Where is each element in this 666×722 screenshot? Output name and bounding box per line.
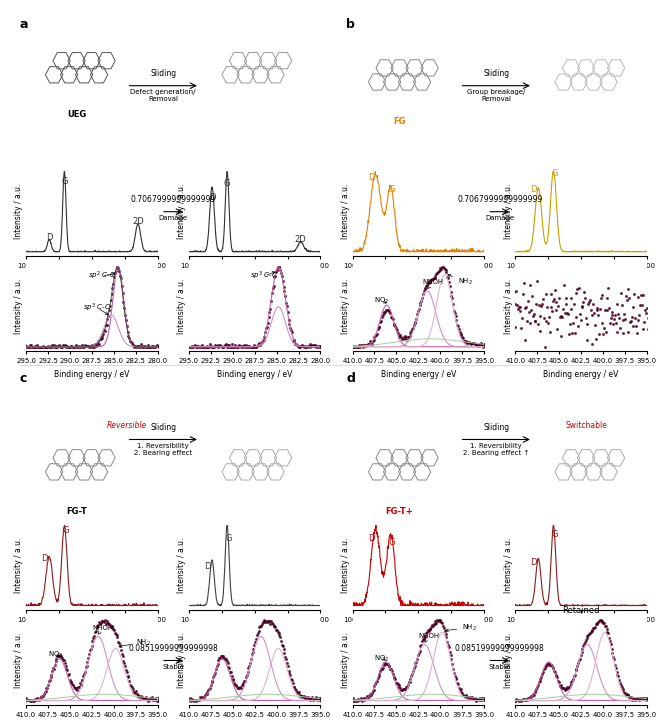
Y-axis label: Intensity / a.u.: Intensity / a.u. [341, 184, 350, 240]
Text: Retained: Retained [562, 606, 600, 614]
Text: G: G [389, 539, 395, 547]
Text: Stable: Stable [163, 664, 184, 670]
Text: 2D: 2D [132, 217, 144, 226]
X-axis label: Binding energy / eV: Binding energy / eV [381, 370, 456, 379]
Text: 0.08519999999999998: 0.08519999999999998 [455, 644, 545, 653]
Y-axis label: Intensity / a.u.: Intensity / a.u. [341, 279, 350, 334]
Text: Damage: Damage [159, 215, 188, 222]
Text: 0.08519999999999998: 0.08519999999999998 [129, 644, 218, 653]
Text: Sliding: Sliding [150, 423, 176, 432]
Text: $sp^3$ C-C: $sp^3$ C-C [250, 270, 278, 282]
Text: D: D [531, 559, 537, 567]
Y-axis label: Intensity / a.u.: Intensity / a.u. [177, 279, 186, 334]
Text: 0.7067999999999999: 0.7067999999999999 [131, 196, 216, 204]
Y-axis label: Intensity / a.u.: Intensity / a.u. [15, 632, 23, 688]
Text: $sp^3$ C-C: $sp^3$ C-C [83, 302, 111, 315]
Text: Stable: Stable [489, 664, 511, 670]
Text: Switchable: Switchable [565, 420, 607, 430]
Text: D: D [204, 562, 210, 572]
Text: G: G [551, 169, 558, 178]
Text: G: G [551, 531, 558, 539]
Text: D: D [368, 173, 374, 182]
Text: NHOH: NHOH [92, 625, 113, 634]
Text: b: b [346, 18, 355, 31]
X-axis label: Binding energy / eV: Binding energy / eV [543, 370, 619, 379]
Text: UEG: UEG [67, 110, 86, 119]
Text: G: G [225, 534, 232, 544]
X-axis label: Raman shift / cm$^{-1}$: Raman shift / cm$^{-1}$ [218, 629, 292, 641]
Text: G: G [224, 179, 230, 188]
Y-axis label: Intensity / a.u.: Intensity / a.u. [15, 279, 23, 334]
Y-axis label: Intensity / a.u.: Intensity / a.u. [503, 632, 513, 688]
Text: Sliding: Sliding [483, 423, 509, 432]
Text: $sp^2$ C-C: $sp^2$ C-C [88, 270, 116, 282]
Text: D: D [368, 534, 374, 544]
X-axis label: Raman shift / cm$^{-1}$: Raman shift / cm$^{-1}$ [55, 275, 129, 287]
X-axis label: Binding energy / eV: Binding energy / eV [55, 370, 130, 379]
Text: 1. Reversibility
2. Bearing effect ↑: 1. Reversibility 2. Bearing effect ↑ [463, 443, 529, 456]
Text: D: D [208, 193, 215, 201]
Y-axis label: Intensity / a.u.: Intensity / a.u. [341, 632, 350, 688]
Y-axis label: Intensity / a.u.: Intensity / a.u. [503, 279, 513, 334]
Text: 2D: 2D [295, 235, 306, 244]
Y-axis label: Intensity / a.u.: Intensity / a.u. [177, 184, 186, 240]
X-axis label: Raman shift / cm$^{-1}$: Raman shift / cm$^{-1}$ [381, 629, 456, 641]
Text: NHOH: NHOH [423, 279, 444, 289]
Text: NO$_2$: NO$_2$ [48, 650, 64, 660]
Text: 0.7067999999999999: 0.7067999999999999 [457, 196, 542, 204]
Y-axis label: Intensity / a.u.: Intensity / a.u. [15, 538, 23, 593]
Text: NO$_2$: NO$_2$ [374, 653, 390, 664]
Text: D: D [41, 554, 48, 563]
Text: NHOH: NHOH [418, 633, 440, 642]
Text: FG-T+: FG-T+ [386, 507, 414, 516]
Y-axis label: Intensity / a.u.: Intensity / a.u. [177, 632, 186, 688]
Text: FG: FG [394, 117, 406, 126]
Text: G: G [389, 185, 395, 193]
Text: G: G [63, 526, 69, 536]
Y-axis label: Intensity / a.u.: Intensity / a.u. [15, 184, 23, 240]
Text: Reversible: Reversible [107, 420, 147, 430]
Text: Sliding: Sliding [483, 69, 509, 79]
Text: c: c [20, 372, 27, 385]
Text: Sliding: Sliding [150, 69, 176, 79]
Text: Group breakage/
Removal: Group breakage/ Removal [467, 90, 525, 103]
Y-axis label: Intensity / a.u.: Intensity / a.u. [503, 538, 513, 593]
X-axis label: Raman shift / cm$^{-1}$: Raman shift / cm$^{-1}$ [544, 629, 618, 641]
Y-axis label: Intensity / a.u.: Intensity / a.u. [177, 538, 186, 593]
Text: d: d [346, 372, 355, 385]
Text: D: D [531, 185, 537, 193]
Y-axis label: Intensity / a.u.: Intensity / a.u. [341, 538, 350, 593]
X-axis label: Raman shift / cm$^{-1}$: Raman shift / cm$^{-1}$ [218, 275, 292, 287]
Text: a: a [20, 18, 29, 31]
Y-axis label: Intensity / a.u.: Intensity / a.u. [503, 184, 513, 240]
Text: FG-T: FG-T [66, 507, 87, 516]
Text: G: G [61, 177, 68, 186]
X-axis label: Raman shift / cm$^{-1}$: Raman shift / cm$^{-1}$ [55, 629, 129, 641]
X-axis label: Raman shift / cm$^{-1}$: Raman shift / cm$^{-1}$ [544, 275, 618, 287]
Text: Defect generation/
Removal: Defect generation/ Removal [131, 90, 196, 103]
Text: Damage: Damage [485, 215, 514, 222]
X-axis label: Raman shift / cm$^{-1}$: Raman shift / cm$^{-1}$ [381, 275, 456, 287]
Text: D: D [46, 232, 53, 242]
X-axis label: Binding energy / eV: Binding energy / eV [217, 370, 292, 379]
Text: NH$_2$: NH$_2$ [446, 623, 477, 633]
Text: NO$_2$: NO$_2$ [374, 296, 390, 306]
Text: NH$_2$: NH$_2$ [119, 638, 151, 648]
Text: 1. Reversibility
2. Bearing effect: 1. Reversibility 2. Bearing effect [134, 443, 192, 456]
Text: NH$_2$: NH$_2$ [448, 274, 473, 287]
